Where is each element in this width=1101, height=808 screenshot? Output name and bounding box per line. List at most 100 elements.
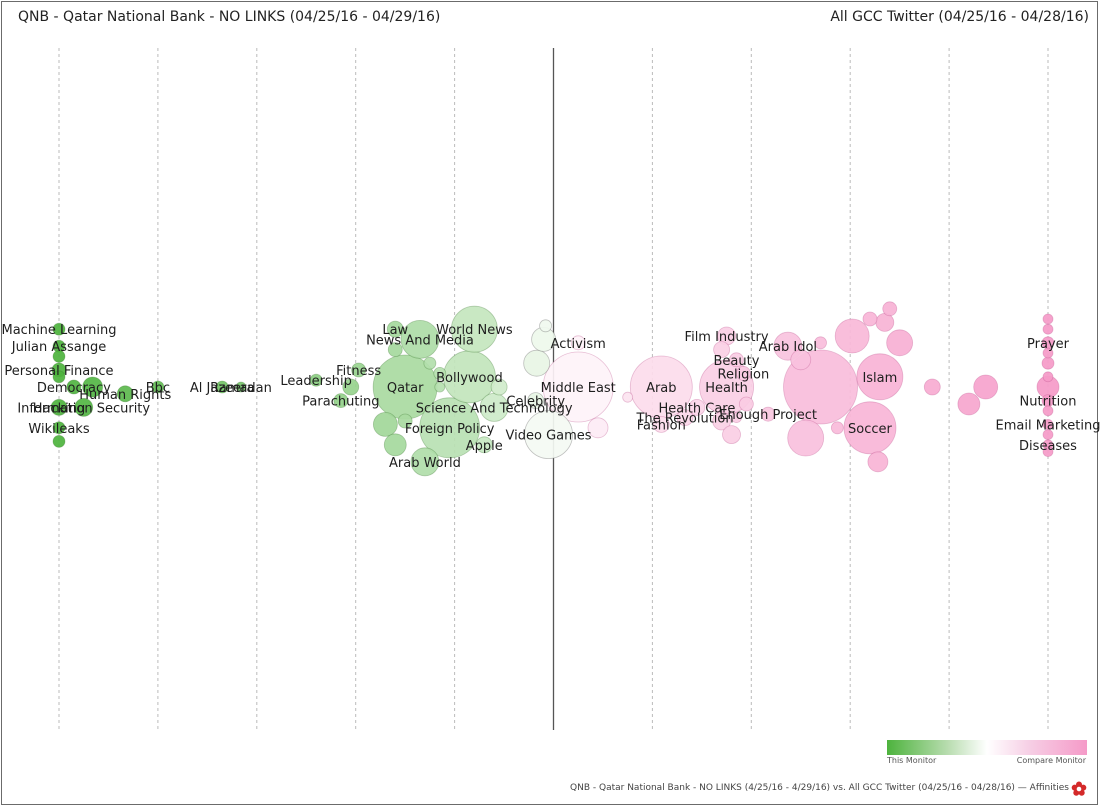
topic-bubble [814,336,827,350]
topic-label: Wikileaks [28,422,89,437]
topic-label: Julian Assange [11,340,107,355]
topic-bubble [527,392,545,410]
topic-label: Health Care [658,401,735,416]
topic-bubble [587,417,609,439]
topic-bubble [1041,356,1055,370]
topic-label: Activism [551,337,606,352]
topic-bubble [400,319,440,359]
topic-bubble [652,415,670,433]
topic-bubble [1042,429,1054,441]
topic-bubble [351,362,367,378]
topic-label: Enough Project [719,408,817,423]
topic-bubble [82,376,104,398]
topic-bubble [434,381,446,393]
topic-bubble [1042,323,1054,335]
topic-bubble [52,421,66,435]
topic-label: Apple [466,439,503,454]
topic-bubble [787,419,825,457]
topic-bubble [875,312,895,332]
topic-bubble [490,378,508,396]
topic-bubble [50,398,68,416]
topic-bubble [52,322,66,336]
topic-bubble [722,425,741,445]
topic-label: Fitness [336,364,381,379]
topic-bubble [383,433,407,457]
topic-label: Al Jazeera [190,381,255,396]
topic-label: Hacking [33,401,86,416]
topic-label: Parachuting [302,395,379,410]
topic-label: Bollywood [436,371,503,386]
topic-bubble [867,451,889,473]
topic-bubble [52,370,66,384]
topic-bubble [1042,313,1054,325]
topic-bubble [74,397,94,417]
topic-label: Bbc [146,381,170,396]
topic-bubble [419,397,481,459]
topic-label: Diseases [1019,439,1077,454]
affinity-bubble-chart: Machine Learning Julian Assange Personal F… [2,48,1101,730]
topic-bubble [738,396,754,412]
topic-label: Information Security [17,401,150,416]
topic-label: Human Rights [79,388,171,403]
legend-this-monitor-label: This Monitor [887,756,937,765]
topic-bubble [713,341,731,359]
topic-bubble [342,378,360,396]
topic-bubble [309,373,323,387]
topic-label: News And Media [366,333,474,348]
topic-bubble [433,366,447,380]
topic-bubble [1042,446,1054,458]
legend-gradient-bar [887,740,1087,755]
topic-label: Foreign Policy [405,422,495,437]
topic-bubble [712,411,732,431]
topic-bubble [524,410,573,460]
topic-label: Qatar [387,381,424,396]
affinities-flower-icon [1071,781,1087,796]
topic-bubble [1042,405,1054,417]
topic-bubble [1042,347,1054,359]
topic-bubble [52,434,66,448]
topic-bubble [957,392,981,416]
topic-bubble [735,365,751,381]
topic-bubble [66,379,82,395]
topic-bubble [622,391,634,403]
topic-bubble [410,447,440,477]
topic-label: The Revolution [635,412,733,427]
topic-label: Personal Finance [4,364,113,379]
topic-bubble [539,319,552,333]
topic-label: Islam [862,371,897,386]
topic-bubble [1042,371,1054,383]
topic-bubble [843,401,897,455]
topic-bubble [235,381,247,393]
topic-bubble [542,351,614,423]
topic-label: Health [705,381,748,396]
topic-label: Fashion [637,418,686,433]
topic-label: Arab [646,381,676,396]
topic-bubble [729,352,744,368]
topic-label: Video Games [506,429,592,444]
topic-label: Religion [718,367,770,382]
topic-bubble [151,380,165,394]
topic-label: Arab World [389,456,461,471]
topic-bubble [973,374,999,400]
topic-label: Democracy [37,381,111,396]
topic-bubble [387,342,403,358]
topic-label: World News [436,323,513,338]
topic-bubble [688,398,706,416]
topic-bubble [830,421,844,435]
topic-label: Email Marketing [996,418,1101,433]
topic-label: Science And Technology [416,401,573,416]
topic-label: Leadership [280,374,351,389]
legend-compare-monitor-label: Compare Monitor [1016,756,1086,765]
topic-bubble [52,349,66,363]
topic-bubble [479,392,509,422]
topic-label: Nutrition [1020,395,1077,410]
topic-bubble [834,318,870,354]
compare-monitor-title: All GCC Twitter (04/25/16 - 04/28/16) [830,9,1089,25]
topic-bubble [475,436,493,454]
topic-label: Soccer [848,422,892,437]
color-legend: This Monitor Compare Monitor [887,740,1087,765]
topic-bubble [450,305,498,353]
topic-bubble [882,301,898,317]
topic-label: Middle East [541,381,616,396]
topic-bubble [760,406,776,422]
